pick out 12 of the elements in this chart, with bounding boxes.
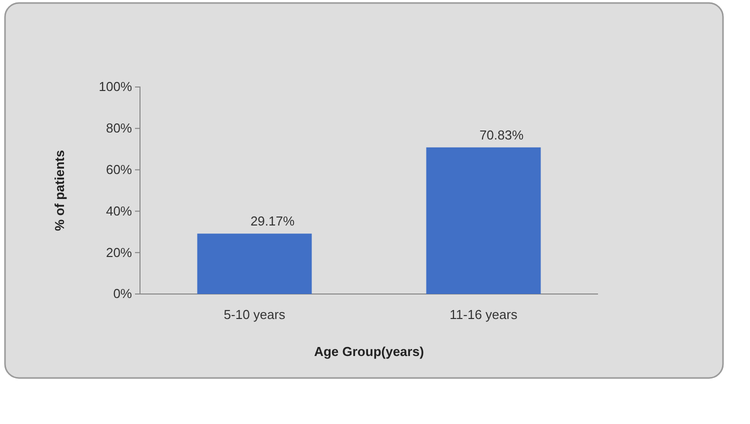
y-tick-label: 60% <box>106 162 132 177</box>
data-label: 70.83% <box>479 127 524 142</box>
y-tick-label: 80% <box>106 120 132 136</box>
y-tick-label: 40% <box>106 203 132 218</box>
y-tick-label: 20% <box>106 244 132 260</box>
x-axis-title: Age Group(years) <box>314 344 424 359</box>
x-tick-label: 5-10 years <box>224 307 286 322</box>
y-axis-title: % of patients <box>52 150 67 231</box>
y-tick-label: 100% <box>98 79 132 94</box>
data-label: 29.17% <box>250 214 295 229</box>
y-tick-label: 0% <box>113 286 132 302</box>
x-tick-label: 11-16 years <box>450 307 518 322</box>
